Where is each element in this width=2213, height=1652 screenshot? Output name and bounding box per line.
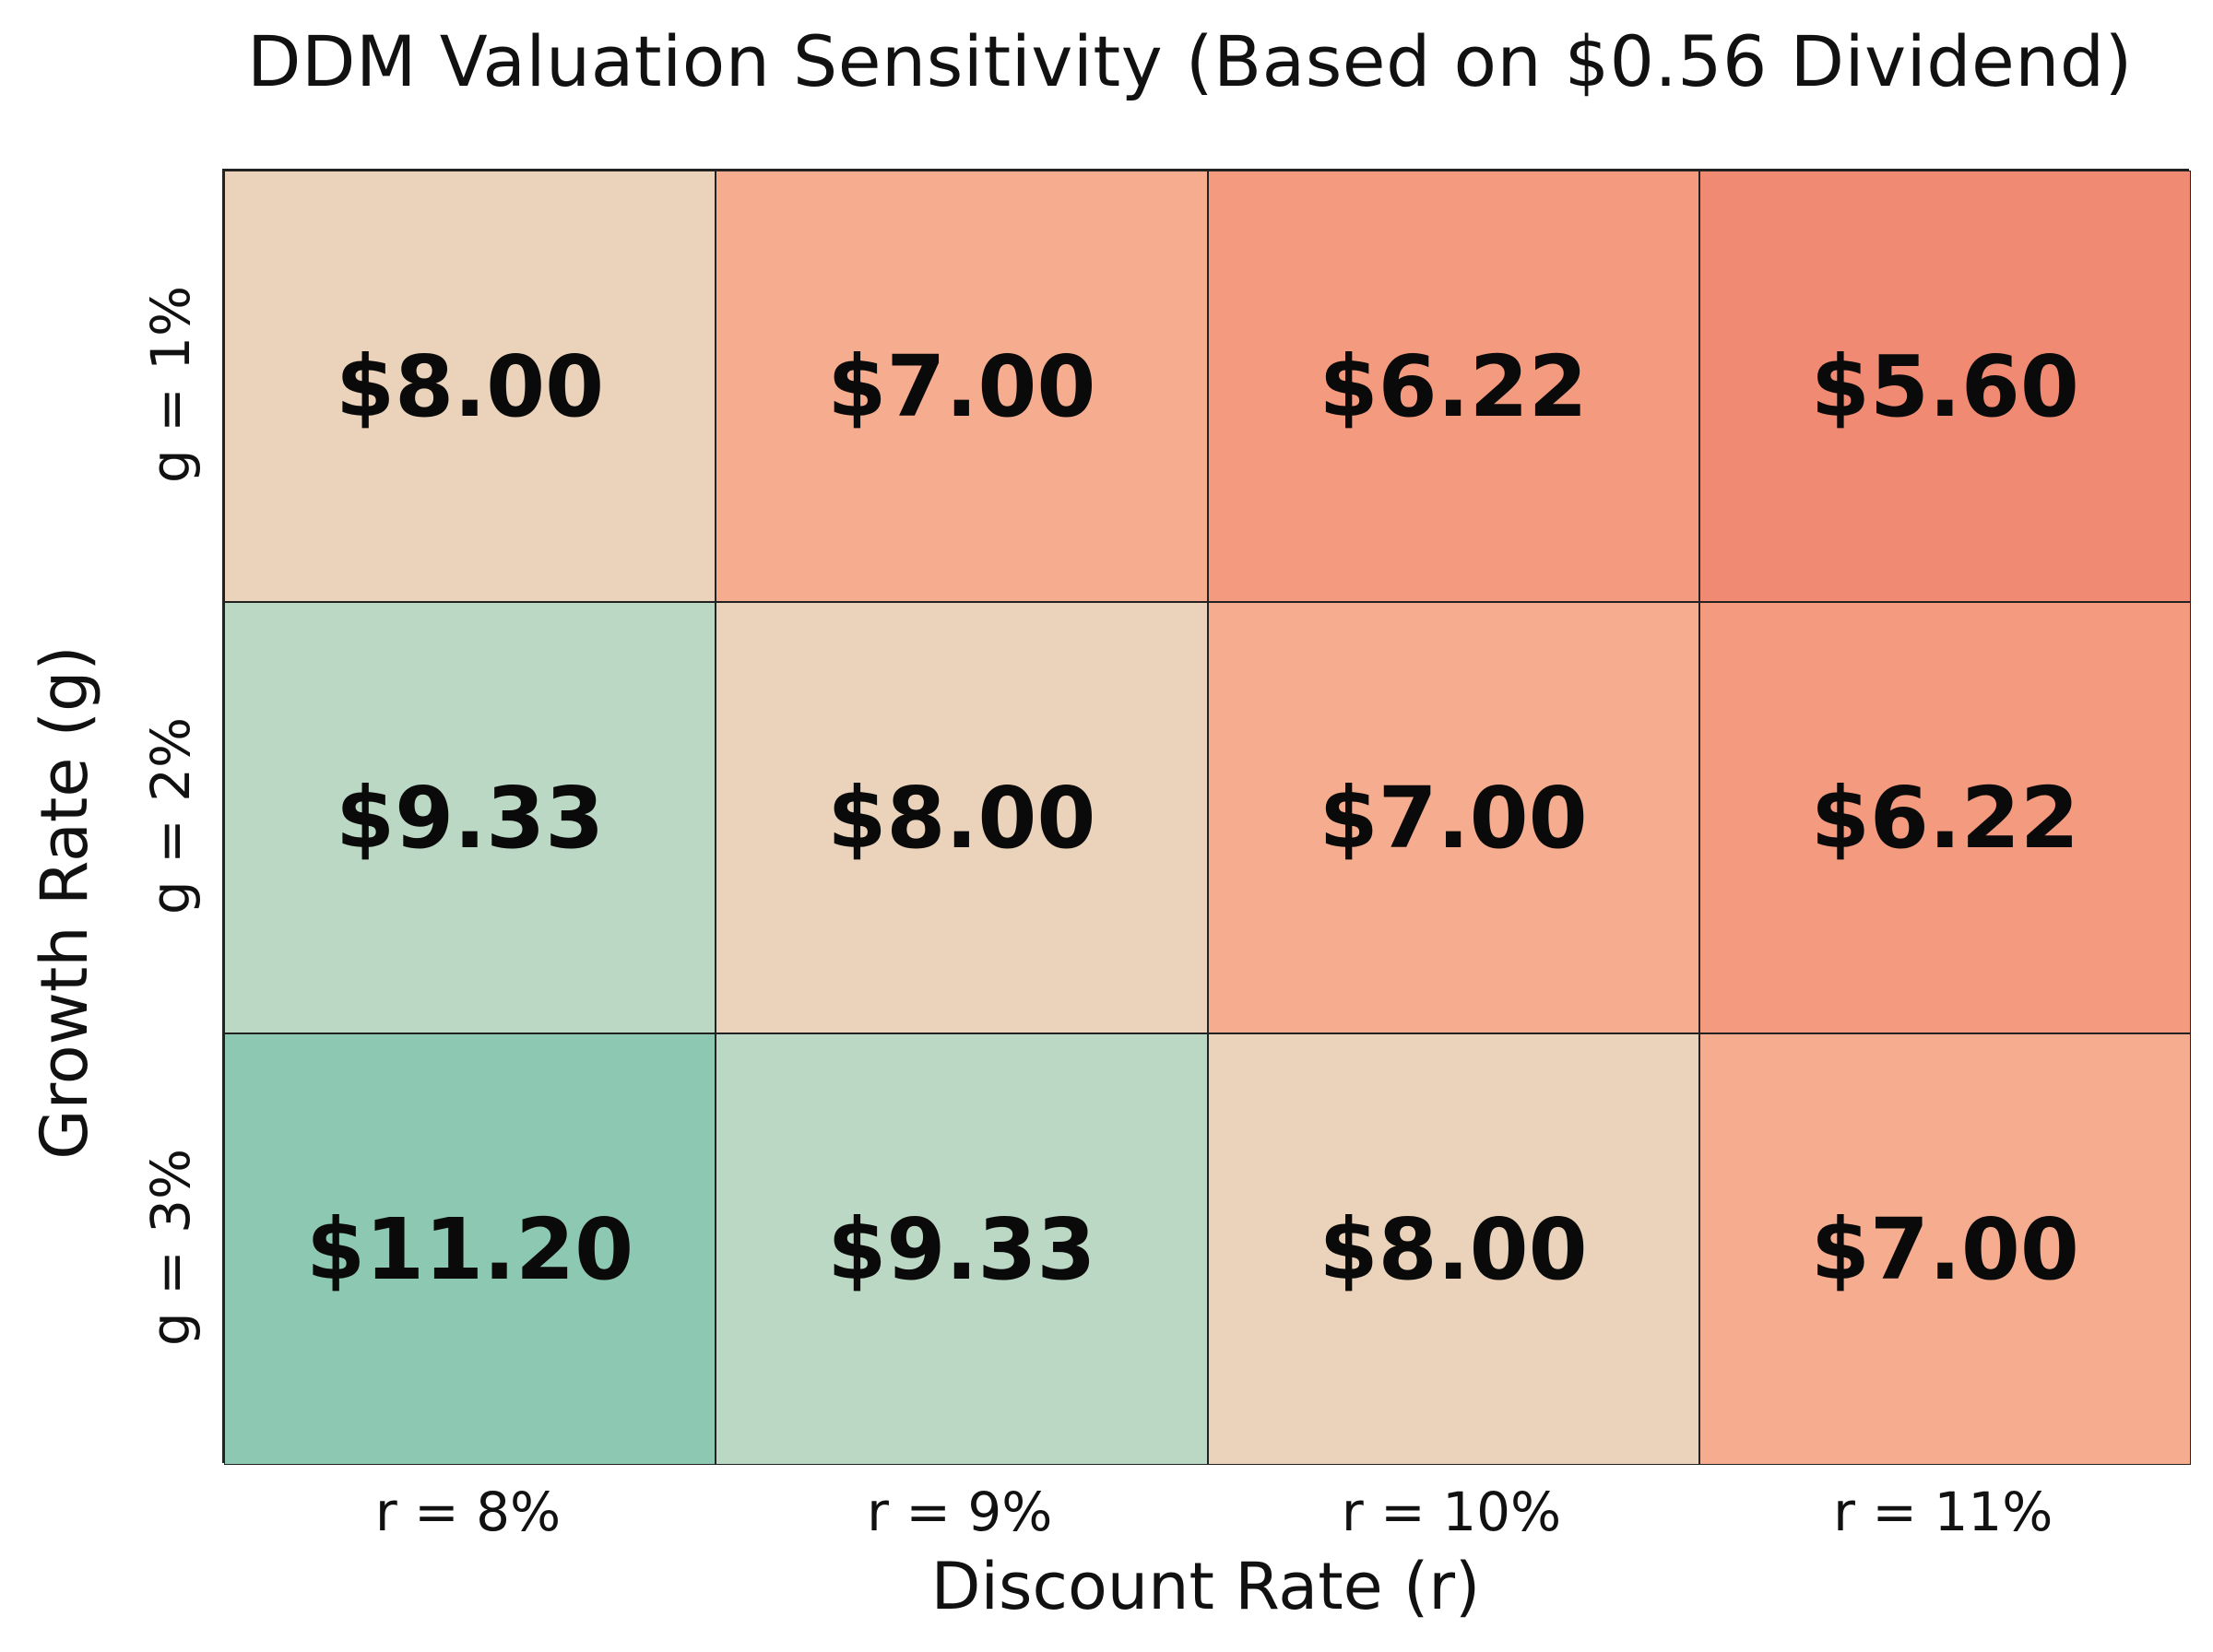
x-tick-label-3: r = 10%	[1341, 1481, 1562, 1543]
x-tick-label-4: r = 11%	[1833, 1481, 2053, 1543]
heatmap-cell-r3-c2: $9.33	[716, 1033, 1208, 1465]
heatmap-cell-r1-c2: $7.00	[716, 171, 1208, 602]
heatmap-cell-r2-c4: $6.22	[1698, 602, 2191, 1033]
y-tick-label-3: g = 3%	[139, 1148, 202, 1347]
heatmap-cell-r3-c4: $7.00	[1698, 1033, 2191, 1465]
chart-title: DDM Valuation Sensitivity (Based on $0.5…	[247, 20, 2133, 102]
y-axis-title: Growth Rate (g)	[27, 645, 102, 1160]
y-tick-label-2: g = 2%	[139, 716, 202, 915]
x-axis-title: Discount Rate (r)	[930, 1549, 1481, 1624]
heatmap-cell-r1-c3: $6.22	[1207, 171, 1699, 602]
heatmap-cell-r1-c1: $8.00	[224, 171, 716, 602]
y-tick-label-1: g = 1%	[139, 285, 202, 484]
heatmap-cell-r3-c1: $11.20	[224, 1033, 716, 1465]
heatmap-cell-r2-c1: $9.33	[224, 602, 716, 1033]
heatmap-cell-r2-c2: $8.00	[716, 602, 1208, 1033]
heatmap-cell-r1-c4: $5.60	[1698, 171, 2191, 602]
heatmap-cell-r2-c3: $7.00	[1207, 602, 1699, 1033]
x-tick-label-1: r = 8%	[374, 1481, 562, 1543]
heatmap-grid: $8.00 $7.00 $6.22 $5.60 $9.33 $8.00 $7.00 $6.22…	[222, 169, 2191, 1465]
x-tick-label-2: r = 9%	[867, 1481, 1053, 1543]
heatmap-cell-r3-c3: $8.00	[1207, 1033, 1699, 1465]
